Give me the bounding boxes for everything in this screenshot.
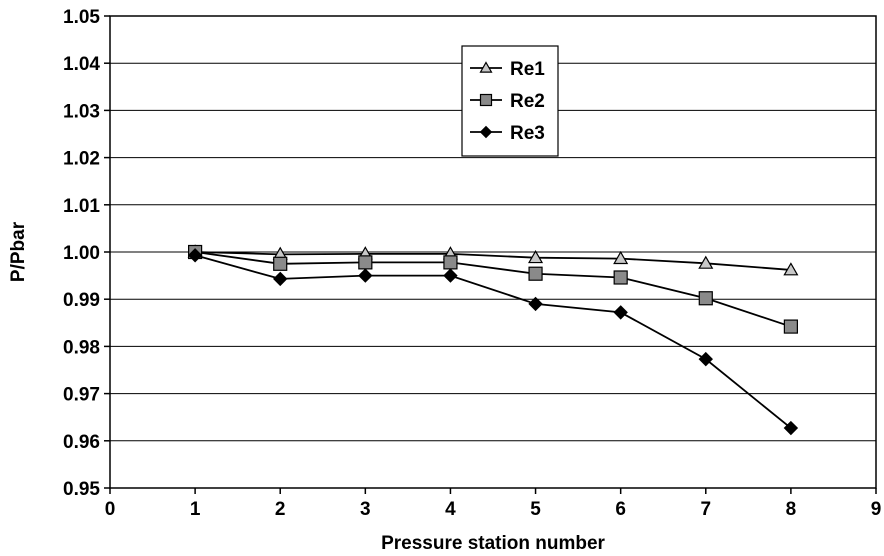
legend-label: Re3 [510, 123, 545, 144]
series-line [194, 254, 792, 429]
x-tick-label: 9 [871, 499, 882, 520]
legend-item: Re2 [470, 91, 545, 112]
x-tick-label: 3 [360, 499, 371, 520]
data-point [528, 296, 543, 312]
data-point [443, 268, 458, 283]
data-point [528, 266, 543, 281]
data-point [358, 268, 373, 283]
data-point [613, 250, 629, 265]
y-tick-label: 0.96 [63, 432, 100, 453]
data-point [698, 291, 713, 306]
legend-marker [479, 93, 493, 107]
data-point [783, 420, 799, 436]
y-tick-label: 1.01 [63, 196, 100, 217]
legend-box [461, 45, 559, 157]
data-point [613, 270, 628, 285]
x-tick-label: 5 [530, 499, 541, 520]
legend: Re1 Re2 Re3 [461, 45, 559, 157]
y-tick-label: 1.03 [63, 101, 100, 122]
data-point [273, 256, 288, 271]
y-tick-label: 0.97 [63, 385, 100, 406]
x-tick-label: 2 [275, 499, 286, 520]
data-point [783, 262, 799, 276]
y-tick-label: 1.00 [63, 243, 100, 264]
x-tick-label: 1 [190, 499, 201, 520]
data-point [273, 271, 288, 287]
x-tick-label: 0 [105, 499, 116, 520]
y-tick-label: 0.98 [63, 337, 100, 358]
x-tick-label: 6 [615, 499, 626, 520]
data-point [783, 319, 798, 334]
legend-item: Re1 [470, 59, 545, 80]
series-group [187, 244, 799, 436]
legend-label: Re1 [510, 59, 545, 80]
data-point [187, 248, 203, 263]
data-point [698, 351, 713, 367]
x-tick-label: 7 [700, 499, 711, 520]
series-line [195, 251, 791, 271]
x-tick-label: 8 [786, 499, 797, 520]
legend-item: Re3 [470, 123, 545, 144]
legend-label: Re2 [510, 91, 545, 112]
axis-ticks: 0.95 0.96 0.97 0.98 0.99 1.00 1.01 1.02 1.03 1.04… [63, 7, 881, 520]
data-point [443, 255, 458, 270]
series-line [194, 251, 792, 328]
y-tick-label: 1.04 [63, 54, 100, 75]
y-tick-label: 1.05 [63, 7, 100, 28]
data-point [698, 255, 714, 269]
x-tick-label: 4 [445, 499, 456, 520]
y-tick-label: 0.99 [63, 290, 100, 311]
y-tick-label: 1.02 [63, 149, 100, 170]
legend-marker [479, 125, 493, 139]
data-point [613, 305, 628, 320]
x-axis-label: Pressure station number [381, 533, 605, 554]
y-tick-label: 0.95 [63, 479, 100, 500]
series-Re3 [187, 248, 799, 436]
data-point [358, 255, 373, 270]
y-axis-label: P/Pbar [8, 221, 29, 282]
data-point [528, 249, 544, 264]
legend-marker [479, 61, 493, 73]
